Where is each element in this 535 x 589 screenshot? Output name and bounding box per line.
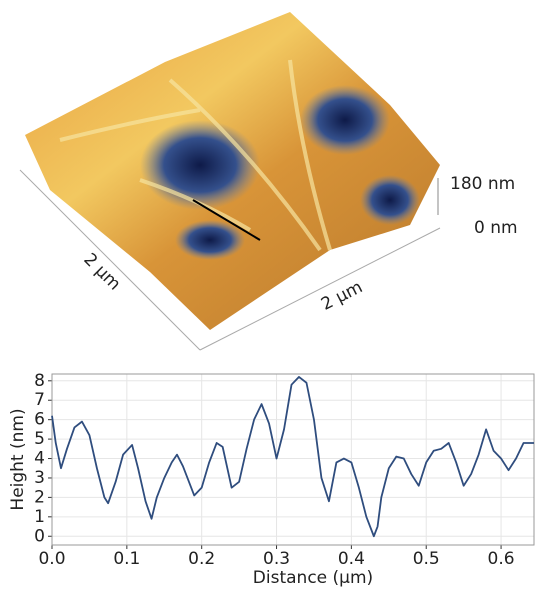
surface-pit [140,120,260,210]
y-tick-label: 4 [34,449,45,469]
afm-image: 180 nm 0 nm 2 µm 2 µm [19,12,518,351]
y-axis-label: Height (nm) [8,408,28,510]
surface-pit [175,220,245,260]
surface-pit [300,85,390,155]
x-tick-label: 0.4 [338,549,365,569]
y-tick-label: 7 [34,390,45,410]
z-min-label: 0 nm [474,218,518,238]
x-tick-label: 0.0 [38,549,65,569]
z-max-label: 180 nm [450,174,515,194]
x-tick-label: 0.6 [488,549,515,569]
y-tick-label: 0 [34,526,45,546]
y-tick-label: 5 [34,429,45,449]
x-scale-label: 2 µm [318,277,366,315]
surface-pit [360,175,420,225]
axis-edge [199,227,441,351]
y-tick-label: 3 [34,468,45,488]
x-axis-label: Distance (μm) [253,568,373,588]
y-tick-label: 1 [34,507,45,527]
x-tick-label: 0.5 [413,549,440,569]
axis-edge [19,169,201,351]
x-tick-label: 0.1 [113,549,140,569]
y-tick-label: 8 [34,371,45,391]
x-tick-label: 0.2 [188,549,215,569]
x-tick-label: 0.3 [263,549,290,569]
y-tick-label: 6 [34,410,45,430]
y-scale-label: 2 µm [80,250,125,295]
y-tick-label: 2 [34,487,45,507]
plot-frame [51,373,535,546]
data-line [51,376,534,538]
profile-line [192,199,261,241]
